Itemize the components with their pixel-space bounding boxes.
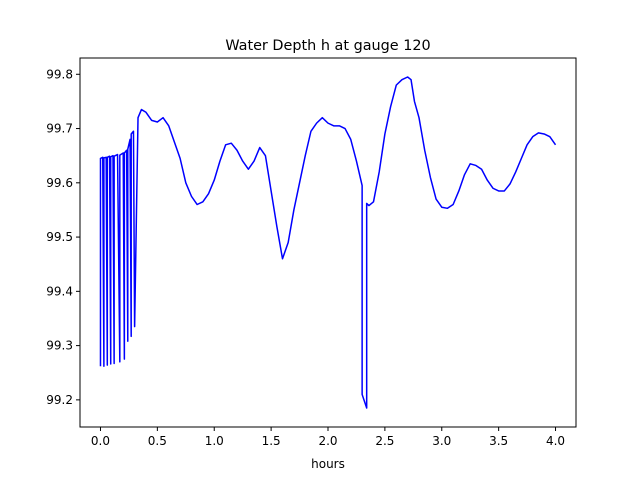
x-tick-label: 1.0 [205,434,224,448]
chart-title: Water Depth h at gauge 120 [225,38,430,54]
x-tick-label: 1.5 [262,434,281,448]
y-tick-label: 99.2 [46,393,73,407]
y-tick-label: 99.7 [46,122,73,136]
x-tick-label: 0.5 [148,434,167,448]
x-tick-label: 4.0 [546,434,565,448]
x-tick-label: 0.0 [91,434,110,448]
x-axis: 0.0 0.5 1.0 1.5 2.0 2.5 3.0 3.5 4.0 [91,427,565,448]
plot-area [99,76,557,409]
x-tick-label: 2.5 [375,434,394,448]
x-tick-label: 2.0 [318,434,337,448]
y-tick-label: 99.5 [46,230,73,244]
y-tick-label: 99.3 [46,339,73,353]
y-tick-label: 99.6 [46,176,73,190]
y-tick-label: 99.8 [46,67,73,81]
y-tick-label: 99.4 [46,284,73,298]
series-line-0 [99,76,557,409]
x-tick-label: 3.5 [489,434,508,448]
y-axis: 99.2 99.3 99.4 99.5 99.6 99.7 99.8 [46,67,80,407]
x-tick-label: 3.0 [432,434,451,448]
x-axis-label: hours [311,457,345,471]
